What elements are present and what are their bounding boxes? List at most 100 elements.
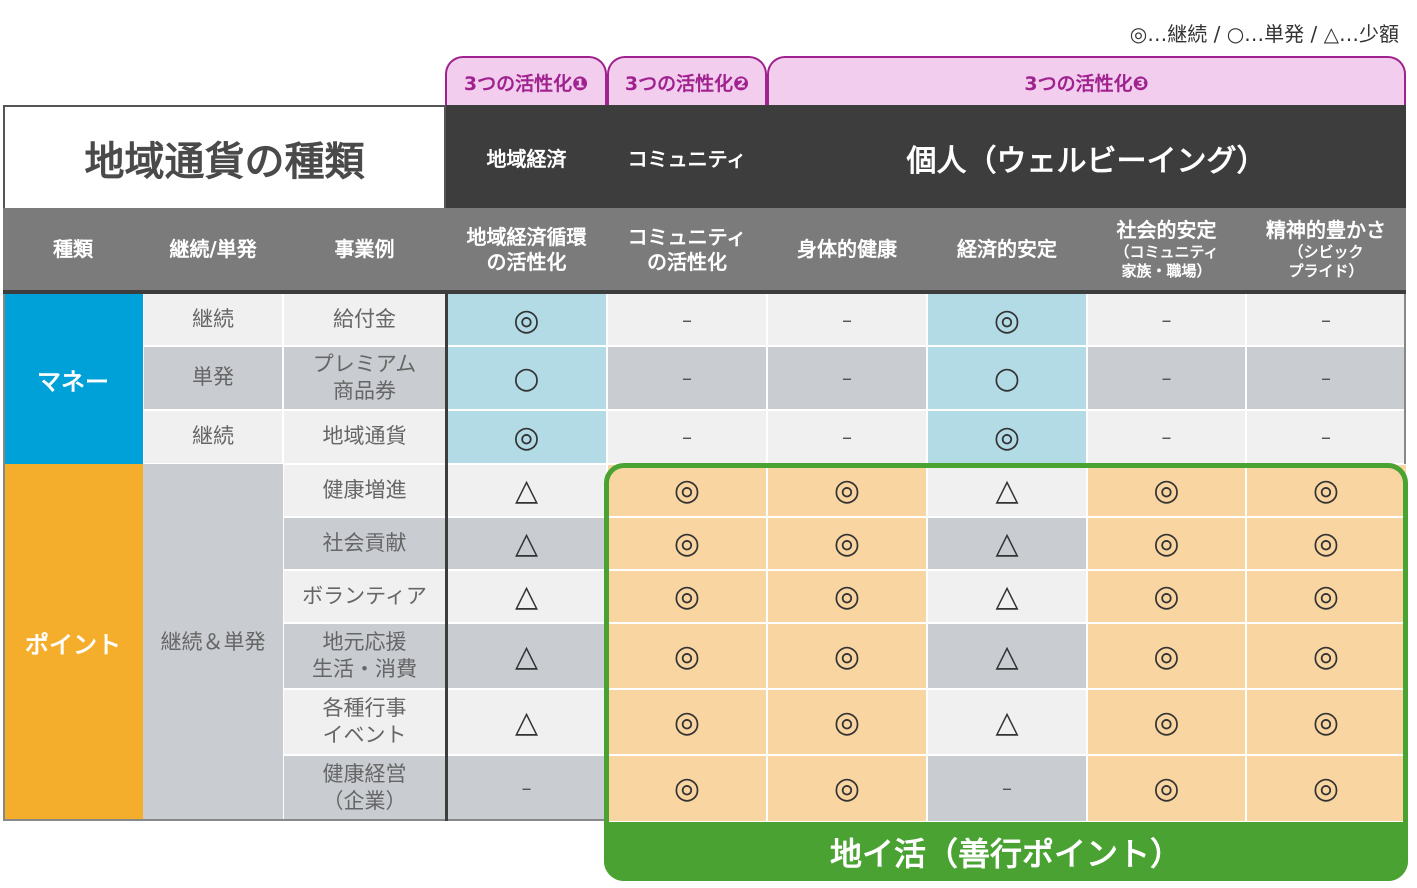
value-cell: ◎ (607, 689, 767, 755)
row-continuity: 継続 (143, 294, 283, 346)
double-circle-icon: ◎ (673, 526, 701, 561)
col-header-physical-health: 身体的健康 (767, 208, 927, 291)
dash: – (1321, 308, 1331, 332)
double-circle-icon: ◎ (1312, 704, 1340, 740)
value-cell: – (607, 410, 767, 464)
double-circle-icon: ◎ (833, 579, 861, 614)
value-cell: △ (927, 570, 1087, 623)
triangle-icon: △ (995, 473, 1019, 508)
example-text: 地元応援 (322, 629, 407, 654)
col-header-type: 種類 (3, 208, 143, 291)
row-example: 地元応援 生活・消費 (283, 623, 446, 689)
circle-icon: ○ (993, 360, 1021, 396)
double-circle-icon: ◎ (1153, 526, 1180, 561)
double-circle-icon: ◎ (1312, 473, 1340, 508)
category-point: ポイント (3, 464, 143, 821)
value-cell: ◎ (446, 410, 607, 464)
value-cell: ◎ (1246, 517, 1406, 570)
double-circle-icon: ◎ (1153, 473, 1180, 508)
activation-header-2: 3つの活性化❷ (607, 56, 767, 106)
value-cell: – (1087, 346, 1246, 410)
value-cell: – (1087, 294, 1246, 346)
row-example: プレミアム 商品券 (283, 346, 446, 410)
value-cell: ◎ (1246, 755, 1406, 821)
double-circle-icon: ◎ (513, 419, 540, 455)
row-example: 地域通貨 (283, 410, 446, 464)
circle-icon: ○ (513, 360, 540, 396)
triangle-icon: △ (514, 579, 539, 614)
value-cell: ◎ (1246, 570, 1406, 623)
value-cell: – (767, 294, 927, 346)
triangle-icon: △ (514, 473, 539, 508)
row-continuity: 単発 (143, 346, 283, 410)
double-circle-icon: ◎ (673, 473, 701, 508)
value-cell: ○ (446, 346, 607, 410)
example-text: 社会貢献 (322, 530, 407, 555)
header-individual: 個人（ウェルビーイング） (767, 105, 1406, 210)
value-cell: ◎ (1087, 517, 1246, 570)
value-cell: ◎ (767, 689, 927, 755)
value-cell: △ (446, 689, 607, 755)
row-example: ボランティア (283, 570, 446, 623)
value-cell: ◎ (607, 570, 767, 623)
double-circle-icon: ◎ (1312, 579, 1340, 614)
example-text: 生活・消費 (312, 657, 417, 681)
example-text: 給付金 (333, 307, 396, 332)
value-cell: – (446, 755, 607, 821)
activation-header-3: 3つの活性化❸ (767, 56, 1406, 106)
row-example: 健康経営 （企業） (283, 755, 446, 821)
triangle-icon: △ (995, 638, 1019, 674)
double-circle-icon: ◎ (1153, 704, 1180, 740)
dash: – (682, 425, 692, 449)
double-circle-icon: ◎ (833, 770, 861, 806)
value-cell: △ (446, 623, 607, 689)
value-cell: – (607, 346, 767, 410)
value-cell: ◎ (1087, 623, 1246, 689)
example-text: ボランティア (302, 583, 427, 608)
dash: – (682, 366, 692, 390)
header-community: コミュニティ (607, 105, 767, 210)
value-cell: ◎ (1087, 689, 1246, 755)
value-cell: ◎ (607, 623, 767, 689)
dash: – (1161, 425, 1172, 449)
double-circle-icon: ◎ (513, 302, 540, 338)
value-cell: – (1087, 410, 1246, 464)
value-cell: ◎ (1087, 464, 1246, 517)
dash: – (842, 425, 852, 449)
value-cell: – (1246, 294, 1406, 346)
row-example: 社会貢献 (283, 517, 446, 570)
double-circle-icon: ◎ (833, 704, 861, 740)
example-text: 健康増進 (322, 477, 407, 502)
value-cell: ◎ (1087, 755, 1246, 821)
value-cell: △ (927, 464, 1087, 517)
col-header-economy-circulation: 地域経済循環 の活性化 (446, 208, 607, 291)
value-cell: ◎ (767, 755, 927, 821)
row-example: 各種行事 イベント (283, 689, 446, 755)
value-cell: △ (927, 689, 1087, 755)
col-header-spiritual-richness: 精神的豊かさ （シビック プライド） (1246, 208, 1406, 291)
dash: – (1161, 366, 1172, 390)
value-cell: ◎ (1246, 689, 1406, 755)
value-cell: △ (927, 517, 1087, 570)
page-title: 地域通貨の種類 (3, 105, 446, 210)
value-cell: ◎ (607, 464, 767, 517)
value-cell: – (1246, 410, 1406, 464)
point-continuity: 継続＆単発 (143, 464, 283, 821)
category-money: マネー (3, 294, 143, 464)
value-cell: ◎ (1087, 570, 1246, 623)
value-cell: ◎ (927, 294, 1087, 346)
col-header-community-activation: コミュニティ の活性化 (607, 208, 767, 291)
dash: – (842, 308, 852, 332)
value-cell: ◎ (767, 464, 927, 517)
double-circle-icon: ◎ (833, 526, 861, 561)
col-header-social-stability: 社会的安定 （コミュニティ 家族・職場） (1087, 208, 1246, 291)
value-cell: △ (446, 570, 607, 623)
activation-header-1: 3つの活性化❶ (445, 56, 607, 106)
value-cell: △ (927, 623, 1087, 689)
triangle-icon: △ (995, 526, 1019, 561)
double-circle-icon: ◎ (1153, 770, 1180, 806)
dash: – (842, 366, 852, 390)
value-cell: ◎ (446, 294, 607, 346)
double-circle-icon: ◎ (1312, 638, 1340, 674)
triangle-icon: △ (995, 579, 1019, 614)
